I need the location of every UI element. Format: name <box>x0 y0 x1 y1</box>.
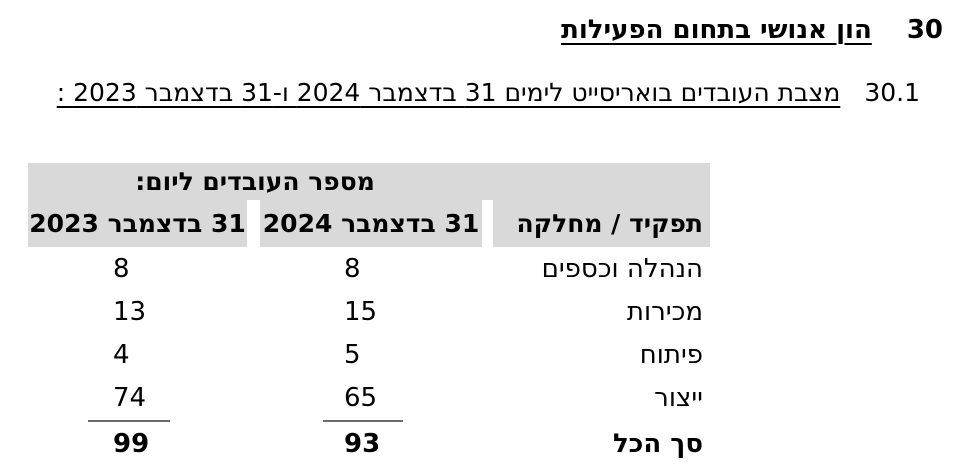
table-row: פיתוח 5 4 <box>28 333 710 376</box>
total-rule-dec2024 <box>323 420 403 422</box>
total-label-cell: סך הכל <box>612 428 703 459</box>
subsection-heading: 30.1 מצבת העובדים בואריסייט לימים 31 בדצ… <box>57 77 920 108</box>
role-cell: הנהלה וכספים <box>541 253 703 284</box>
dec2024-cell: 8 <box>344 253 361 284</box>
table-body: הנהלה וכספים 8 8 מכירות 15 13 פיתוח 5 4 … <box>28 247 710 468</box>
table-header: מספר העובדים ליום: תפקיד / מחלקה 31 בדצמ… <box>28 163 710 247</box>
subsection-title: מצבת העובדים בואריסייט לימים 31 בדצמבר 2… <box>56 78 841 107</box>
col-dec2023-header: 31 בדצמבר 2023 <box>29 209 246 238</box>
table-row: הנהלה וכספים 8 8 <box>28 247 710 290</box>
total-dec2024-value: 93 <box>344 428 381 459</box>
dec2024-cell: 15 <box>344 296 378 327</box>
header-divider <box>247 200 260 247</box>
table-row: ייצור 65 74 <box>28 376 710 419</box>
section-number: 30 <box>906 15 943 45</box>
table-total-row: סך הכל 93 99 <box>28 419 710 468</box>
role-cell: ייצור <box>654 382 703 413</box>
page-title: הון אנושי בתחום הפעילות <box>561 15 872 45</box>
column-header-row: תפקיד / מחלקה 31 בדצמבר 2024 31 בדצמבר 2… <box>28 200 710 247</box>
group-header-row: מספר העובדים ליום: <box>28 163 710 200</box>
role-column-header: תפקיד / מחלקה <box>516 209 704 238</box>
dec2024-cell: 65 <box>344 382 378 413</box>
header-divider <box>482 200 493 247</box>
col-dec2024-header: 31 בדצמבר 2024 <box>262 209 480 238</box>
dec2023-cell: 4 <box>113 339 130 370</box>
total-dec2023-value: 99 <box>113 428 150 459</box>
dec2024-cell: 5 <box>344 339 361 370</box>
role-cell: פיתוח <box>639 339 703 370</box>
total-dec2023-cell: 99 <box>28 419 247 468</box>
role-cell: מכירות <box>626 296 703 327</box>
employees-table: מספר העובדים ליום: תפקיד / מחלקה 31 בדצמ… <box>28 163 710 468</box>
total-rule-dec2023 <box>88 420 170 422</box>
section-heading: 30 הון אנושי בתחום הפעילות <box>561 14 943 47</box>
dec2023-cell: 74 <box>113 382 147 413</box>
dec2023-cell: 13 <box>113 296 147 327</box>
subsection-number: 30.1 <box>864 78 920 107</box>
group-header-cell: מספר העובדים ליום: <box>135 167 375 196</box>
role-header-spacer <box>482 163 710 200</box>
dec2023-cell: 8 <box>113 253 130 284</box>
table-row: מכירות 15 13 <box>28 290 710 333</box>
total-dec2024-cell: 93 <box>247 419 482 468</box>
